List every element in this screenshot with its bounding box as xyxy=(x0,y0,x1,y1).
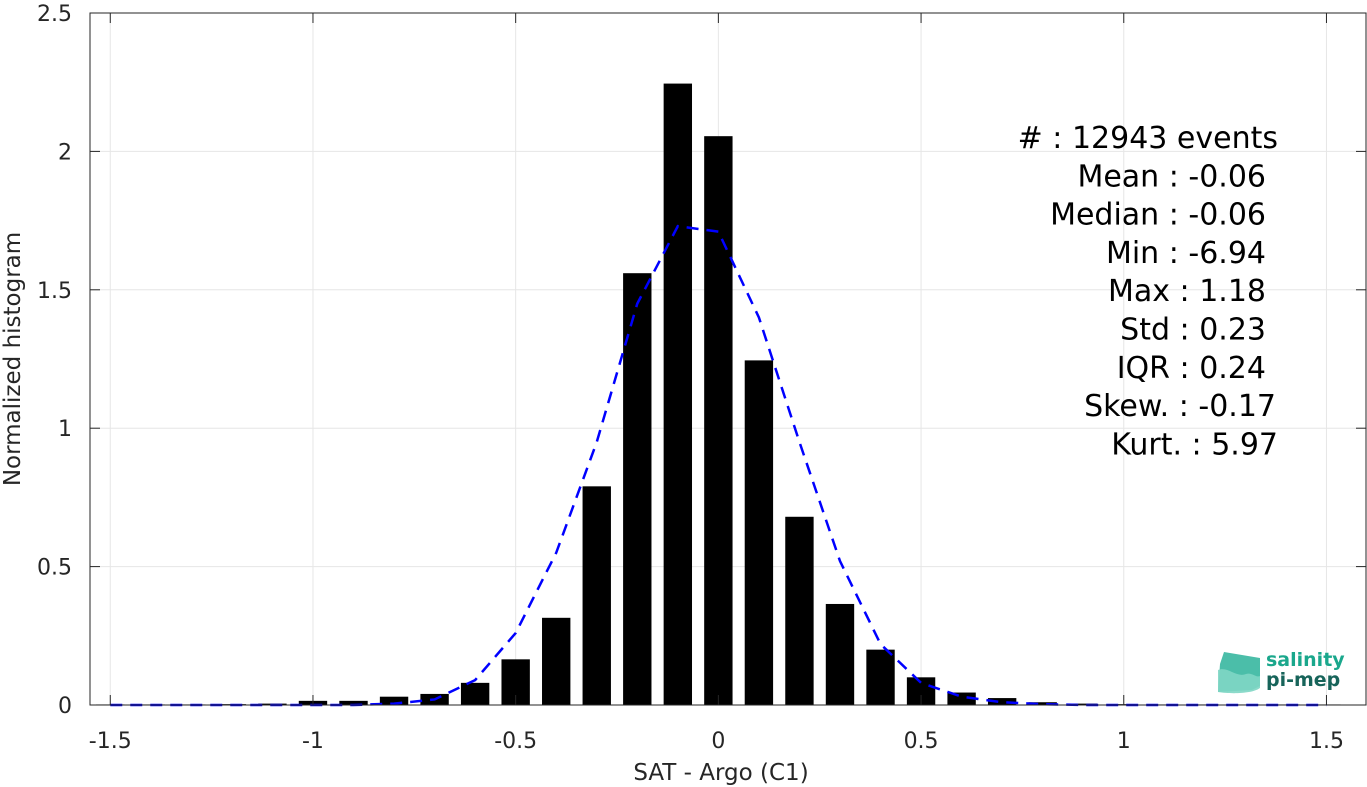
y-tick-label: 1 xyxy=(58,417,72,442)
y-axis-title: Normalized histogram xyxy=(0,232,26,486)
logo-text-line1: salinity xyxy=(1266,649,1345,671)
plot-frame xyxy=(89,12,1367,706)
histogram-bar xyxy=(704,136,733,705)
histogram-bar xyxy=(947,692,976,705)
histogram-bar xyxy=(542,617,571,705)
y-tick-label: 0 xyxy=(58,694,72,719)
statistic-line: Std : 0.23 xyxy=(1120,313,1266,348)
x-tick-labels: -1.5 -1 -0.5 0 0.5 1 1.5 xyxy=(89,729,1344,754)
x-tick-label: 1.5 xyxy=(1309,729,1344,754)
y-tick-label: 0.5 xyxy=(37,556,72,581)
histogram-bar xyxy=(460,682,490,705)
statistic-line: Mean : -0.06 xyxy=(1077,159,1266,194)
y-tick-label: 2 xyxy=(58,140,72,165)
logo-wave-icon-front xyxy=(1218,669,1260,694)
statistic-line: Min : -6.94 xyxy=(1106,236,1266,271)
histogram-bar xyxy=(744,360,774,705)
x-axis-title: SAT - Argo (C1) xyxy=(633,760,808,786)
x-tick-label: 1 xyxy=(1117,729,1131,754)
axes xyxy=(89,12,1367,706)
histogram-bar xyxy=(663,83,693,706)
histogram-bar xyxy=(866,649,895,705)
x-tick-label: -1 xyxy=(302,729,324,754)
statistic-line: Max : 1.18 xyxy=(1108,274,1266,309)
histogram-bar xyxy=(582,486,611,705)
logo-text-line2: pi-mep xyxy=(1266,669,1340,691)
x-tick-label: 0 xyxy=(711,729,725,754)
histogram-bars xyxy=(96,83,1341,706)
statistic-line: Kurt. : 5.97 xyxy=(1111,427,1278,462)
statistic-line: # : 12943 events xyxy=(1018,121,1278,156)
statistic-line: Median : -0.06 xyxy=(1050,198,1266,233)
histogram-bar xyxy=(825,603,855,705)
x-tick-label: -1.5 xyxy=(89,729,132,754)
y-tick-label: 2.5 xyxy=(37,2,72,27)
histogram-bar xyxy=(339,700,368,705)
histogram-bar xyxy=(379,696,409,705)
statistic-line: IQR : 0.24 xyxy=(1117,351,1266,386)
histogram-bar xyxy=(987,698,1017,705)
salinity-pi-mep-logo: salinity pi-mep xyxy=(1218,649,1345,694)
histogram-bar xyxy=(785,516,814,705)
y-tick-labels: 0 0.5 1 1.5 2 2.5 xyxy=(37,2,72,719)
x-tick-label: -0.5 xyxy=(494,729,537,754)
histogram-bar xyxy=(1028,702,1057,705)
y-tick-label: 1.5 xyxy=(37,279,72,304)
x-tick-label: 0.5 xyxy=(904,729,939,754)
histogram-bar xyxy=(623,273,652,705)
histogram-bar xyxy=(1069,703,1098,705)
statistic-line: Skew. : -0.17 xyxy=(1084,389,1276,424)
